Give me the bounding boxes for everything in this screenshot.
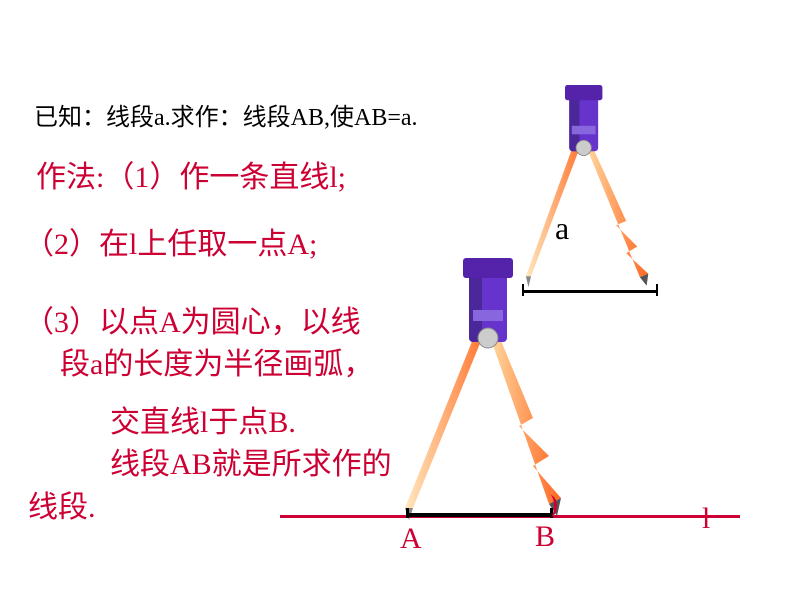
conclusion-1: 线段AB就是所求作的 bbox=[110, 442, 392, 487]
given-text: 已知：线段a.求作：线段AB,使AB=a. bbox=[34, 105, 418, 131]
method-label: 作法: bbox=[36, 161, 104, 194]
label-a: a bbox=[555, 210, 569, 247]
step-1: （1）作一条直线l; bbox=[104, 161, 346, 194]
point-a-tick bbox=[406, 508, 409, 518]
arc-at-b bbox=[543, 495, 557, 517]
method-row1: 作法:（1）作一条直线l; bbox=[36, 155, 346, 200]
compass-lower bbox=[355, 258, 615, 533]
label-point-a: A bbox=[400, 522, 422, 556]
segment-ab bbox=[406, 513, 552, 517]
step-2: （2）在l上任取一点A; bbox=[24, 222, 317, 267]
problem-statement: 已知：线段a.求作：线段AB,使AB=a. bbox=[34, 100, 418, 136]
step-3-line3: 交直线l于点B. bbox=[110, 400, 296, 445]
segment-a-tick-right bbox=[656, 284, 658, 296]
label-point-b: B bbox=[535, 520, 555, 554]
conclusion-2: 线段. bbox=[28, 485, 96, 530]
compass-icon bbox=[355, 258, 615, 528]
step-3-line2: 段a的长度为半径画弧， bbox=[60, 342, 373, 387]
label-line-l: l bbox=[702, 502, 710, 536]
step-3-line1: （3）以点A为圆心，以线 bbox=[24, 300, 361, 345]
